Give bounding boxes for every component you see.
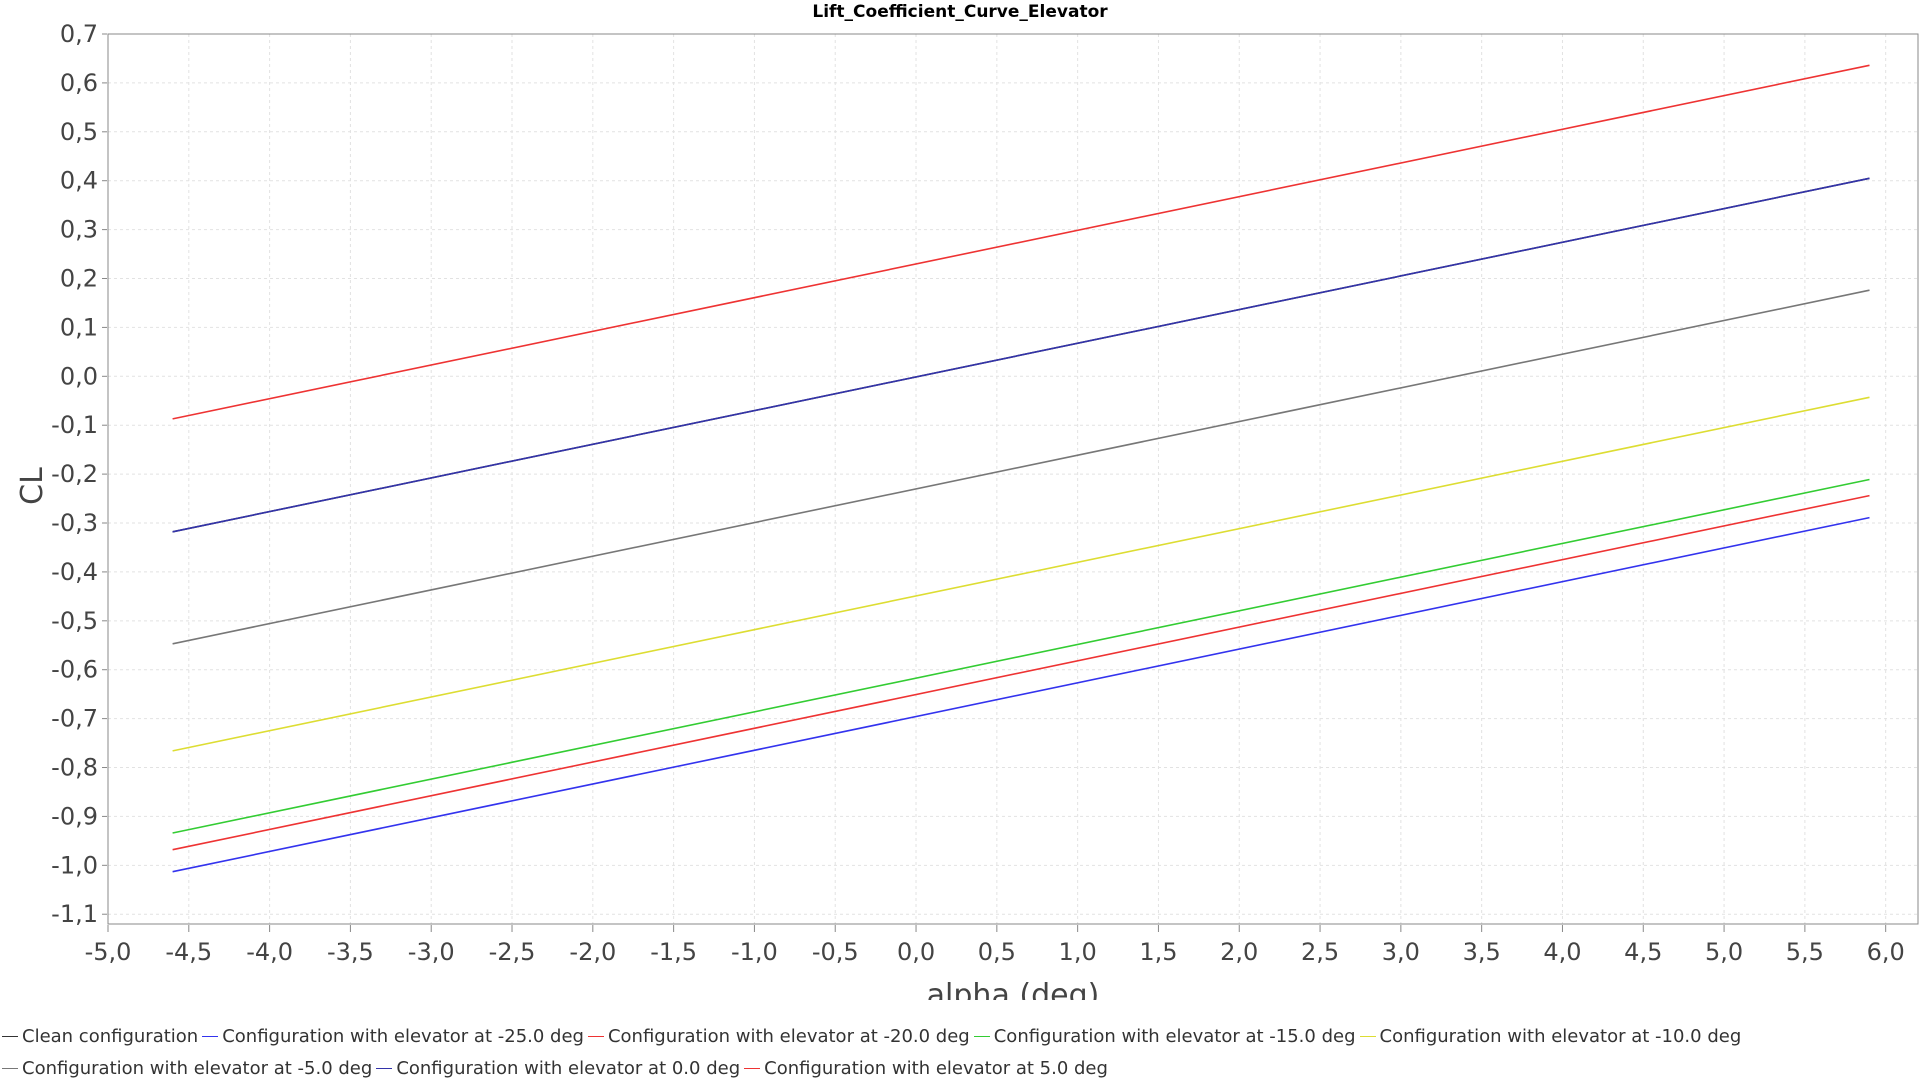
x-tick-label: -5,0 (85, 938, 132, 966)
x-tick-label: 2,5 (1301, 938, 1339, 966)
legend-item: Configuration with elevator at 5.0 deg (744, 1058, 1108, 1079)
x-tick-label: 3,0 (1382, 938, 1420, 966)
legend-item: Configuration with elevator at 0.0 deg (376, 1058, 740, 1079)
legend-row-2: Configuration with elevator at -5.0 deg C… (2, 1056, 1112, 1080)
y-tick-label: -0,2 (51, 460, 98, 488)
series-line-5 (172, 289, 1870, 645)
legend-item: Configuration with elevator at -15.0 deg (973, 1025, 1356, 1047)
x-tick-label: 4,0 (1543, 938, 1581, 966)
legend-label: Configuration with elevator at 5.0 deg (764, 1057, 1108, 1079)
chart-title: Lift_Coefficient_Curve_Elevator (812, 2, 1108, 22)
y-tick-label: -0,1 (51, 411, 98, 439)
y-tick-label: -0,5 (51, 607, 98, 635)
x-tick-label: 3,5 (1463, 938, 1501, 966)
chart-plot: -5,0 -4,5 -4,0 -3,5 -3,0 -2,5 -2,0 -1,5 -1,0 -0,5… (15, 20, 1919, 1000)
x-tick-label: 0,5 (978, 938, 1016, 966)
x-tick-label: -1,0 (731, 938, 778, 966)
y-tick-label: -0,6 (51, 656, 98, 684)
legend-item: Configuration with elevator at -25.0 deg (202, 1026, 584, 1047)
y-tick-label: -0,4 (51, 558, 98, 586)
x-tick-label: -4,0 (246, 938, 293, 966)
x-tick-label: 5,0 (1705, 938, 1743, 966)
y-tick-label: 0,4 (60, 167, 98, 195)
legend-label: Configuration with elevator at -20.0 deg (607, 1025, 970, 1047)
legend-label: Configuration with elevator at -15.0 deg (993, 1025, 1356, 1047)
legend-swatch (587, 1035, 604, 1037)
x-tick-label: 0,0 (897, 938, 935, 966)
series-line-3 (172, 478, 1870, 834)
y-tick-label: -0,3 (51, 509, 98, 537)
legend-label: Configuration with elevator at -25.0 deg (222, 1025, 584, 1047)
x-tick-label: -2,5 (489, 938, 536, 966)
x-tick-label: 5,5 (1786, 938, 1824, 966)
legend-item: Clean configuration (2, 1026, 198, 1047)
y-tick-label: -0,9 (51, 802, 98, 830)
x-axis-label: alpha (deg) (927, 978, 1100, 1000)
legend-label: Configuration with elevator at -10.0 deg (1379, 1025, 1742, 1047)
axes (102, 33, 1887, 932)
plot-background (108, 34, 1918, 924)
legend-swatch (202, 1035, 219, 1037)
legend-label: Configuration with elevator at -5.0 deg (22, 1057, 373, 1079)
x-tick-label: -1,5 (650, 938, 697, 966)
x-tick-label: -0,5 (812, 938, 859, 966)
y-axis-label: CL (15, 467, 50, 505)
legend-item: Configuration with elevator at -20.0 deg (587, 1025, 970, 1047)
y-tick-label: 0,0 (60, 362, 98, 390)
y-tick-label: -1,0 (51, 851, 98, 879)
y-tick-label: 0,7 (60, 20, 98, 48)
legend-label: Configuration with elevator at 0.0 deg (396, 1057, 741, 1079)
x-tick-label: 6,0 (1867, 938, 1905, 966)
x-tick-label: -4,5 (165, 938, 212, 966)
legend-item: Configuration with elevator at -5.0 deg (2, 1058, 372, 1079)
y-tick-label: 0,6 (60, 69, 98, 97)
y-tick-label: -1,1 (51, 900, 98, 928)
legend-swatch (376, 1067, 393, 1069)
legend-label: Clean configuration (22, 1025, 199, 1047)
x-tick-label: 1,5 (1139, 938, 1177, 966)
tick-labels: -5,0 -4,5 -4,0 -3,5 -3,0 -2,5 -2,0 -1,5 -1,0 -0,5… (51, 20, 1905, 966)
series-lines (172, 64, 1870, 873)
legend-item: Configuration with elevator at -10.0 deg (1359, 1025, 1742, 1047)
plot-border (107, 33, 1919, 925)
x-tick-label: 1,0 (1059, 938, 1097, 966)
legend-swatch (973, 1035, 990, 1037)
legend-row-1: Clean configuration Configuration with el… (2, 1024, 1745, 1048)
x-tick-label: 4,5 (1624, 938, 1662, 966)
series-line-4 (172, 396, 1870, 752)
y-tick-label: -0,8 (51, 754, 98, 782)
y-tick-label: 0,3 (60, 216, 98, 244)
legend-swatch (744, 1067, 761, 1069)
y-tick-label: 0,2 (60, 265, 98, 293)
x-tick-label: -2,0 (569, 938, 616, 966)
series-line-1 (172, 516, 1870, 873)
x-tick-label: -3,5 (327, 938, 374, 966)
y-tick-label: -0,7 (51, 705, 98, 733)
legend-swatch (1359, 1035, 1376, 1037)
series-line-2 (172, 494, 1870, 851)
x-tick-label: -3,0 (408, 938, 455, 966)
y-tick-label: 0,5 (60, 118, 98, 146)
series-line-6 (172, 177, 1870, 533)
legend-swatch (2, 1035, 18, 1037)
series-line-7 (172, 64, 1870, 420)
x-tick-label: 2,0 (1220, 938, 1258, 966)
legend-swatch (2, 1067, 18, 1069)
y-tick-label: 0,1 (60, 313, 98, 341)
